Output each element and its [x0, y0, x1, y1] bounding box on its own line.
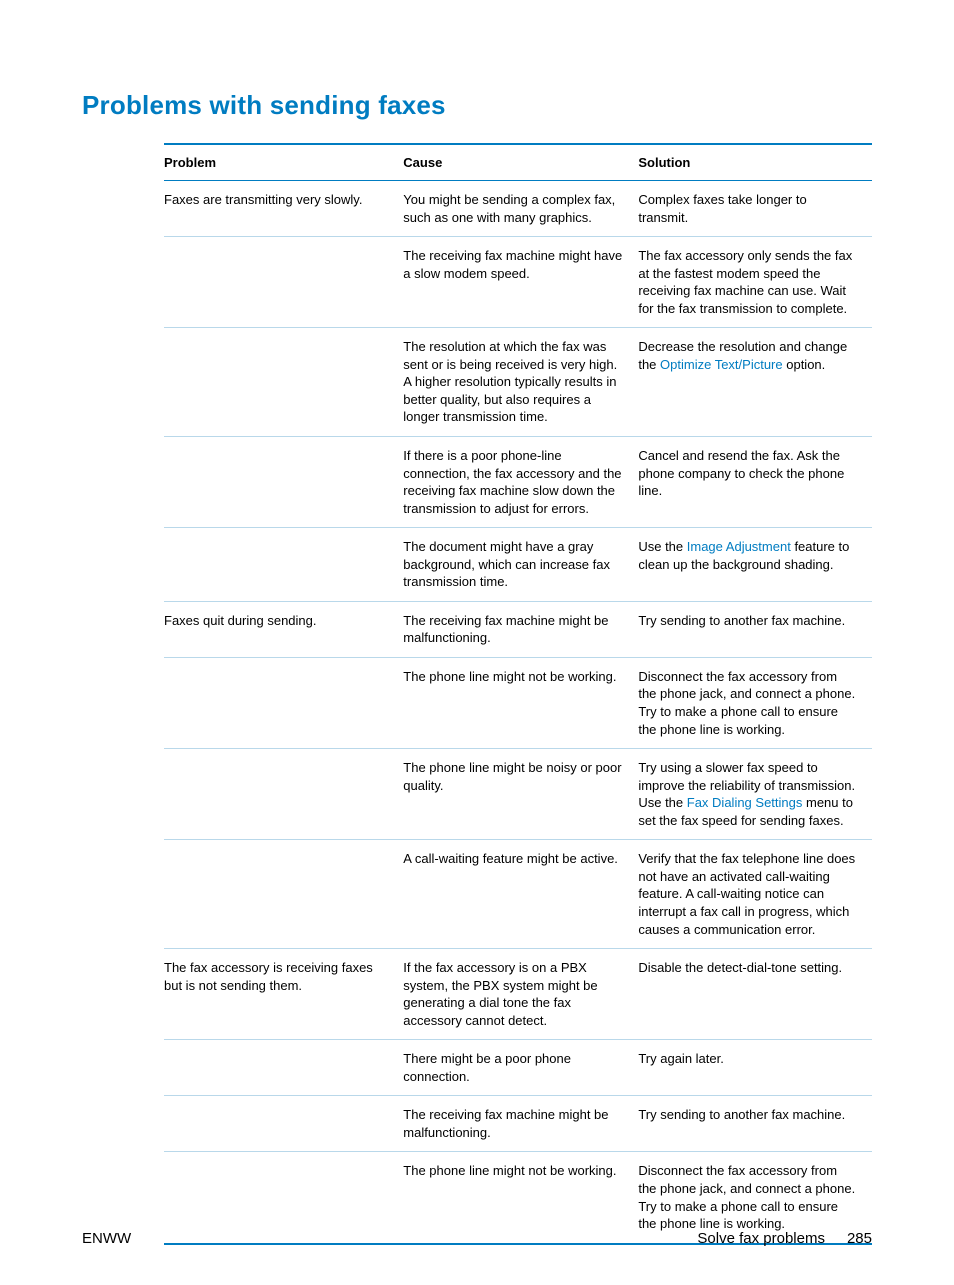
cell-solution: Decrease the resolution and change the O…	[638, 328, 872, 437]
solution-link[interactable]: Image Adjustment	[687, 539, 791, 554]
section-heading: Problems with sending faxes	[82, 90, 872, 121]
cell-problem	[164, 237, 403, 328]
solution-link[interactable]: Optimize Text/Picture	[660, 357, 783, 372]
cell-cause: There might be a poor phone connection.	[403, 1040, 638, 1096]
cell-solution: Use the Image Adjustment feature to clea…	[638, 528, 872, 602]
table-row: Faxes are transmitting very slowly. You …	[164, 181, 872, 237]
cell-solution: Verify that the fax telephone line does …	[638, 840, 872, 949]
cell-solution: Complex faxes take longer to transmit.	[638, 181, 872, 237]
table-wrapper: Problem Cause Solution Faxes are transmi…	[164, 143, 872, 1245]
table-row: A call-waiting feature might be active. …	[164, 840, 872, 949]
cell-cause: If there is a poor phone-line connection…	[403, 437, 638, 528]
cell-solution: The fax accessory only sends the fax at …	[638, 237, 872, 328]
cell-problem	[164, 657, 403, 748]
footer-section-label: Solve fax problems	[697, 1230, 825, 1247]
table-row: The fax accessory is receiving faxes but…	[164, 949, 872, 1040]
solution-text-pre: Use the	[638, 539, 686, 554]
cell-cause: A call-waiting feature might be active.	[403, 840, 638, 949]
cell-problem	[164, 749, 403, 840]
table-row: The receiving fax machine might be malfu…	[164, 1096, 872, 1152]
cell-cause: The receiving fax machine might be malfu…	[403, 1096, 638, 1152]
cell-cause: The phone line might not be working.	[403, 657, 638, 748]
cell-solution: Disable the detect-dial-tone setting.	[638, 949, 872, 1040]
cell-problem	[164, 1040, 403, 1096]
cell-problem	[164, 1096, 403, 1152]
cell-solution: Cancel and resend the fax. Ask the phone…	[638, 437, 872, 528]
table-row: The phone line might be noisy or poor qu…	[164, 749, 872, 840]
table-row: The phone line might not be working. Dis…	[164, 657, 872, 748]
page-container: Problems with sending faxes Problem Caus…	[0, 0, 954, 1285]
table-row: Faxes quit during sending. The receiving…	[164, 601, 872, 657]
col-header-cause: Cause	[403, 144, 638, 181]
page-number: 285	[847, 1230, 872, 1247]
troubleshooting-table: Problem Cause Solution Faxes are transmi…	[164, 143, 872, 1245]
cell-problem	[164, 840, 403, 949]
col-header-solution: Solution	[638, 144, 872, 181]
cell-cause: The receiving fax machine might have a s…	[403, 237, 638, 328]
cell-cause: The resolution at which the fax was sent…	[403, 328, 638, 437]
cell-problem	[164, 328, 403, 437]
cell-solution: Try sending to another fax machine.	[638, 1096, 872, 1152]
cell-problem	[164, 528, 403, 602]
table-row: The resolution at which the fax was sent…	[164, 328, 872, 437]
table-row: The document might have a gray backgroun…	[164, 528, 872, 602]
cell-cause: The receiving fax machine might be malfu…	[403, 601, 638, 657]
cell-solution: Disconnect the fax accessory from the ph…	[638, 657, 872, 748]
table-row: The receiving fax machine might have a s…	[164, 237, 872, 328]
table-row: If there is a poor phone-line connection…	[164, 437, 872, 528]
footer-left: ENWW	[82, 1230, 131, 1247]
cell-solution: Try using a slower fax speed to improve …	[638, 749, 872, 840]
cell-cause: The document might have a gray backgroun…	[403, 528, 638, 602]
cell-problem: Faxes are transmitting very slowly.	[164, 181, 403, 237]
table-row: There might be a poor phone connection. …	[164, 1040, 872, 1096]
table-header-row: Problem Cause Solution	[164, 144, 872, 181]
cell-solution: Try again later.	[638, 1040, 872, 1096]
cell-solution: Try sending to another fax machine.	[638, 601, 872, 657]
cell-cause: If the fax accessory is on a PBX system,…	[403, 949, 638, 1040]
cell-cause: The phone line might be noisy or poor qu…	[403, 749, 638, 840]
solution-text-post: option.	[783, 357, 826, 372]
col-header-problem: Problem	[164, 144, 403, 181]
cell-cause: You might be sending a complex fax, such…	[403, 181, 638, 237]
page-footer: ENWW Solve fax problems 285	[82, 1230, 872, 1247]
cell-problem: Faxes quit during sending.	[164, 601, 403, 657]
cell-problem	[164, 437, 403, 528]
solution-link[interactable]: Fax Dialing Settings	[687, 795, 803, 810]
footer-right: Solve fax problems 285	[697, 1230, 872, 1247]
cell-problem: The fax accessory is receiving faxes but…	[164, 949, 403, 1040]
